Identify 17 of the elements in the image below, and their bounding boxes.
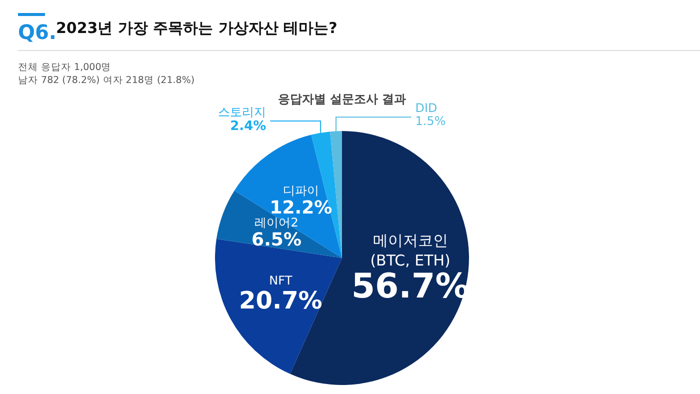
data-label: 20.7% — [239, 286, 322, 314]
slice-label: 레이어2 — [254, 216, 298, 230]
data-label: 1.5% — [415, 114, 446, 128]
slice-label: 스토리지 — [218, 105, 266, 120]
data-label: 12.2% — [270, 197, 332, 218]
text: 남자 782 (78.2%) 여자 218명 (21.8%) — [18, 74, 195, 87]
pie-slice — [234, 134, 342, 258]
slice-label: DID — [415, 101, 438, 116]
chart-title: 2023년 가장 주목하는 가상자산 테마는? — [56, 19, 338, 38]
chart-subtitle: 응답자별 설문조사 결과 — [278, 92, 406, 106]
slice-label: 디파이 — [282, 183, 319, 198]
text: Q6. — [18, 20, 57, 44]
data-label: 2.4% — [230, 119, 266, 134]
data-label: 6.5% — [252, 230, 302, 251]
slice-label: NFT — [269, 273, 293, 288]
pie-slice — [330, 131, 342, 258]
text: 전체 응답자 1,000명 — [18, 61, 112, 74]
